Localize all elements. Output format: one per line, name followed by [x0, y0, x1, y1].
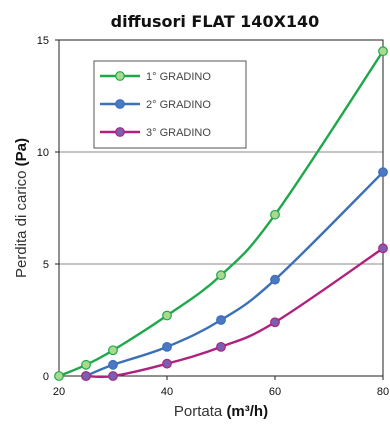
- data-point: [81, 359, 91, 370]
- legend-marker-3: [115, 127, 125, 137]
- x-tick-label: 20: [53, 386, 65, 398]
- data-point: [378, 243, 388, 254]
- x-axis-title: Portata (m³/h): [174, 403, 268, 420]
- data-point: [108, 359, 118, 370]
- data-point: [378, 167, 388, 178]
- legend-marker-1: [115, 71, 125, 81]
- legend-label-3: 3° GRADINO: [146, 127, 211, 139]
- data-point: [162, 358, 172, 369]
- legend-label-2: 2° GRADINO: [146, 99, 211, 111]
- y-axis-title-unit: (Pa): [13, 138, 30, 166]
- data-point: [108, 345, 118, 356]
- y-axis: 0 5 10 15: [37, 35, 59, 383]
- y-tick-label: 15: [37, 35, 49, 47]
- data-point: [162, 310, 172, 321]
- data-point: [270, 274, 280, 285]
- legend-label-1: 1° GRADINO: [146, 71, 211, 83]
- x-tick-label: 60: [269, 386, 281, 398]
- data-point: [108, 371, 118, 381]
- data-point: [270, 317, 280, 328]
- data-point: [81, 371, 91, 381]
- x-axis: 20 40 60 80: [53, 376, 389, 398]
- x-axis-title-text: Portata: [174, 403, 227, 420]
- chart-title: diffusori FLAT 140X140: [111, 12, 320, 31]
- legend-marker-2: [115, 99, 125, 109]
- grid: [59, 151, 383, 265]
- y-axis-title: Perdita di carico (Pa): [13, 138, 30, 278]
- y-tick-label: 5: [43, 259, 49, 271]
- data-point: [270, 209, 280, 220]
- x-axis-title-unit: (m³/h): [226, 403, 268, 420]
- x-tick-label: 80: [377, 386, 389, 398]
- legend: 1° GRADINO 2° GRADINO 3° GRADINO: [93, 60, 247, 149]
- y-axis-title-text: Perdita di carico: [13, 166, 30, 278]
- series-line-2: [84, 170, 385, 378]
- x-tick-label: 40: [161, 386, 173, 398]
- data-point: [216, 270, 226, 281]
- y-tick-label: 0: [43, 371, 49, 383]
- data-point: [216, 315, 226, 325]
- data-point: [216, 341, 226, 352]
- plot-frame: [58, 39, 384, 377]
- data-point: [162, 341, 172, 352]
- data-point: [378, 46, 388, 57]
- y-tick-label: 10: [37, 147, 49, 159]
- series-markers: [54, 46, 388, 381]
- data-point: [54, 371, 64, 381]
